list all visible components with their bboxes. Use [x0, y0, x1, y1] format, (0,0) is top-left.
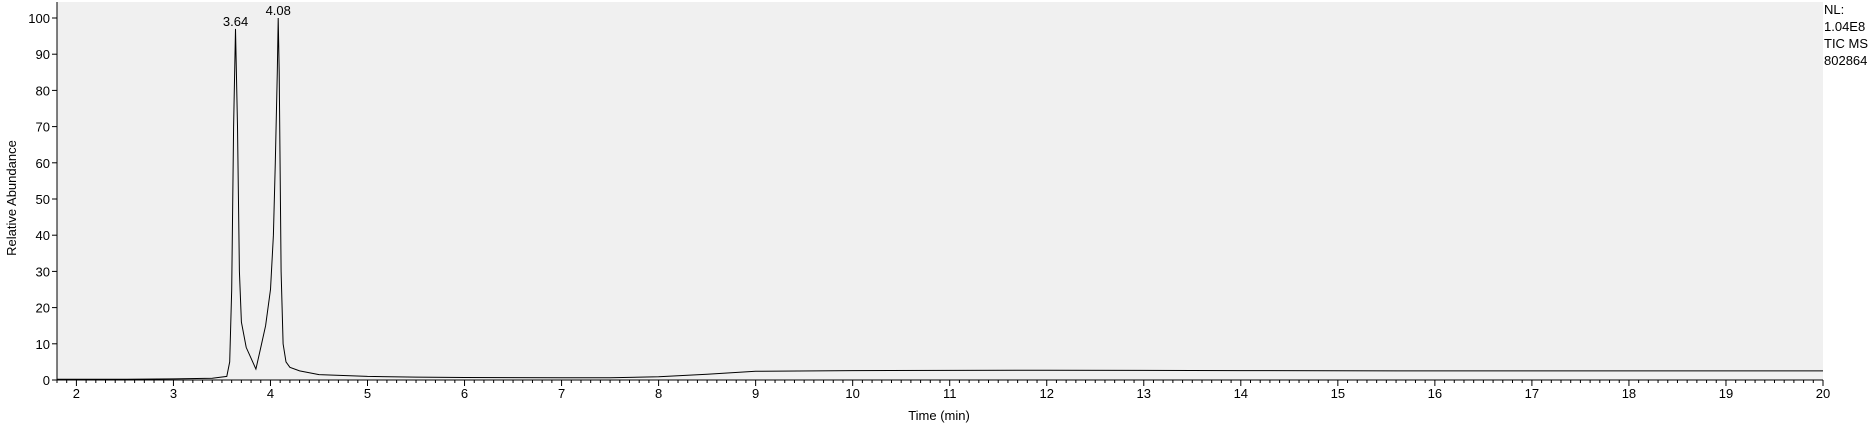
- x-tick-label: 6: [461, 386, 468, 401]
- nl-label: NL:: [1824, 2, 1845, 17]
- y-tick-label: 100: [28, 11, 50, 26]
- y-tick-label: 80: [36, 83, 50, 98]
- y-tick-label: 10: [36, 337, 50, 352]
- tic-trace: [57, 17, 1823, 380]
- x-tick-label: 8: [655, 386, 662, 401]
- x-tick-label: 4: [267, 386, 274, 401]
- x-tick-label: 11: [943, 386, 957, 401]
- x-tick-label: 17: [1525, 386, 1539, 401]
- scan-type-label: TIC MS: [1824, 36, 1869, 51]
- peak-label: 3.64: [223, 14, 248, 29]
- y-tick-label: 20: [36, 301, 50, 316]
- x-tick-label: 9: [752, 386, 759, 401]
- x-axis-title: Time (min): [908, 408, 970, 423]
- side-info-panel: NL: 1.04E8 TIC MS 802864: [1824, 1, 1876, 69]
- x-tick-label: 15: [1331, 386, 1345, 401]
- x-tick-label: 19: [1719, 386, 1733, 401]
- y-tick-label: 40: [36, 228, 50, 243]
- x-tick-label: 12: [1040, 386, 1054, 401]
- y-tick-label: 30: [36, 264, 50, 279]
- y-tick-label: 0: [43, 373, 50, 388]
- scan-id-value: 802864: [1824, 53, 1868, 68]
- x-tick-label: 16: [1428, 386, 1442, 401]
- x-tick-label: 14: [1234, 386, 1248, 401]
- x-tick-label: 10: [845, 386, 859, 401]
- x-tick-label: 18: [1622, 386, 1636, 401]
- y-tick-label: 70: [36, 120, 50, 135]
- y-axis-title: Relative Abundance: [4, 140, 19, 256]
- y-tick-label: 60: [36, 156, 50, 171]
- y-tick-label: 50: [36, 192, 50, 207]
- x-tick-label: 20: [1816, 386, 1830, 401]
- x-tick-label: 3: [170, 386, 177, 401]
- y-tick-label: 90: [36, 47, 50, 62]
- peak-label: 4.08: [266, 3, 291, 18]
- x-tick-label: 5: [364, 386, 371, 401]
- plot-area: [57, 2, 1823, 380]
- nl-value: 1.04E8: [1824, 19, 1866, 34]
- x-tick-label: 7: [558, 386, 565, 401]
- x-tick-label: 2: [73, 386, 80, 401]
- x-tick-label: 13: [1137, 386, 1151, 401]
